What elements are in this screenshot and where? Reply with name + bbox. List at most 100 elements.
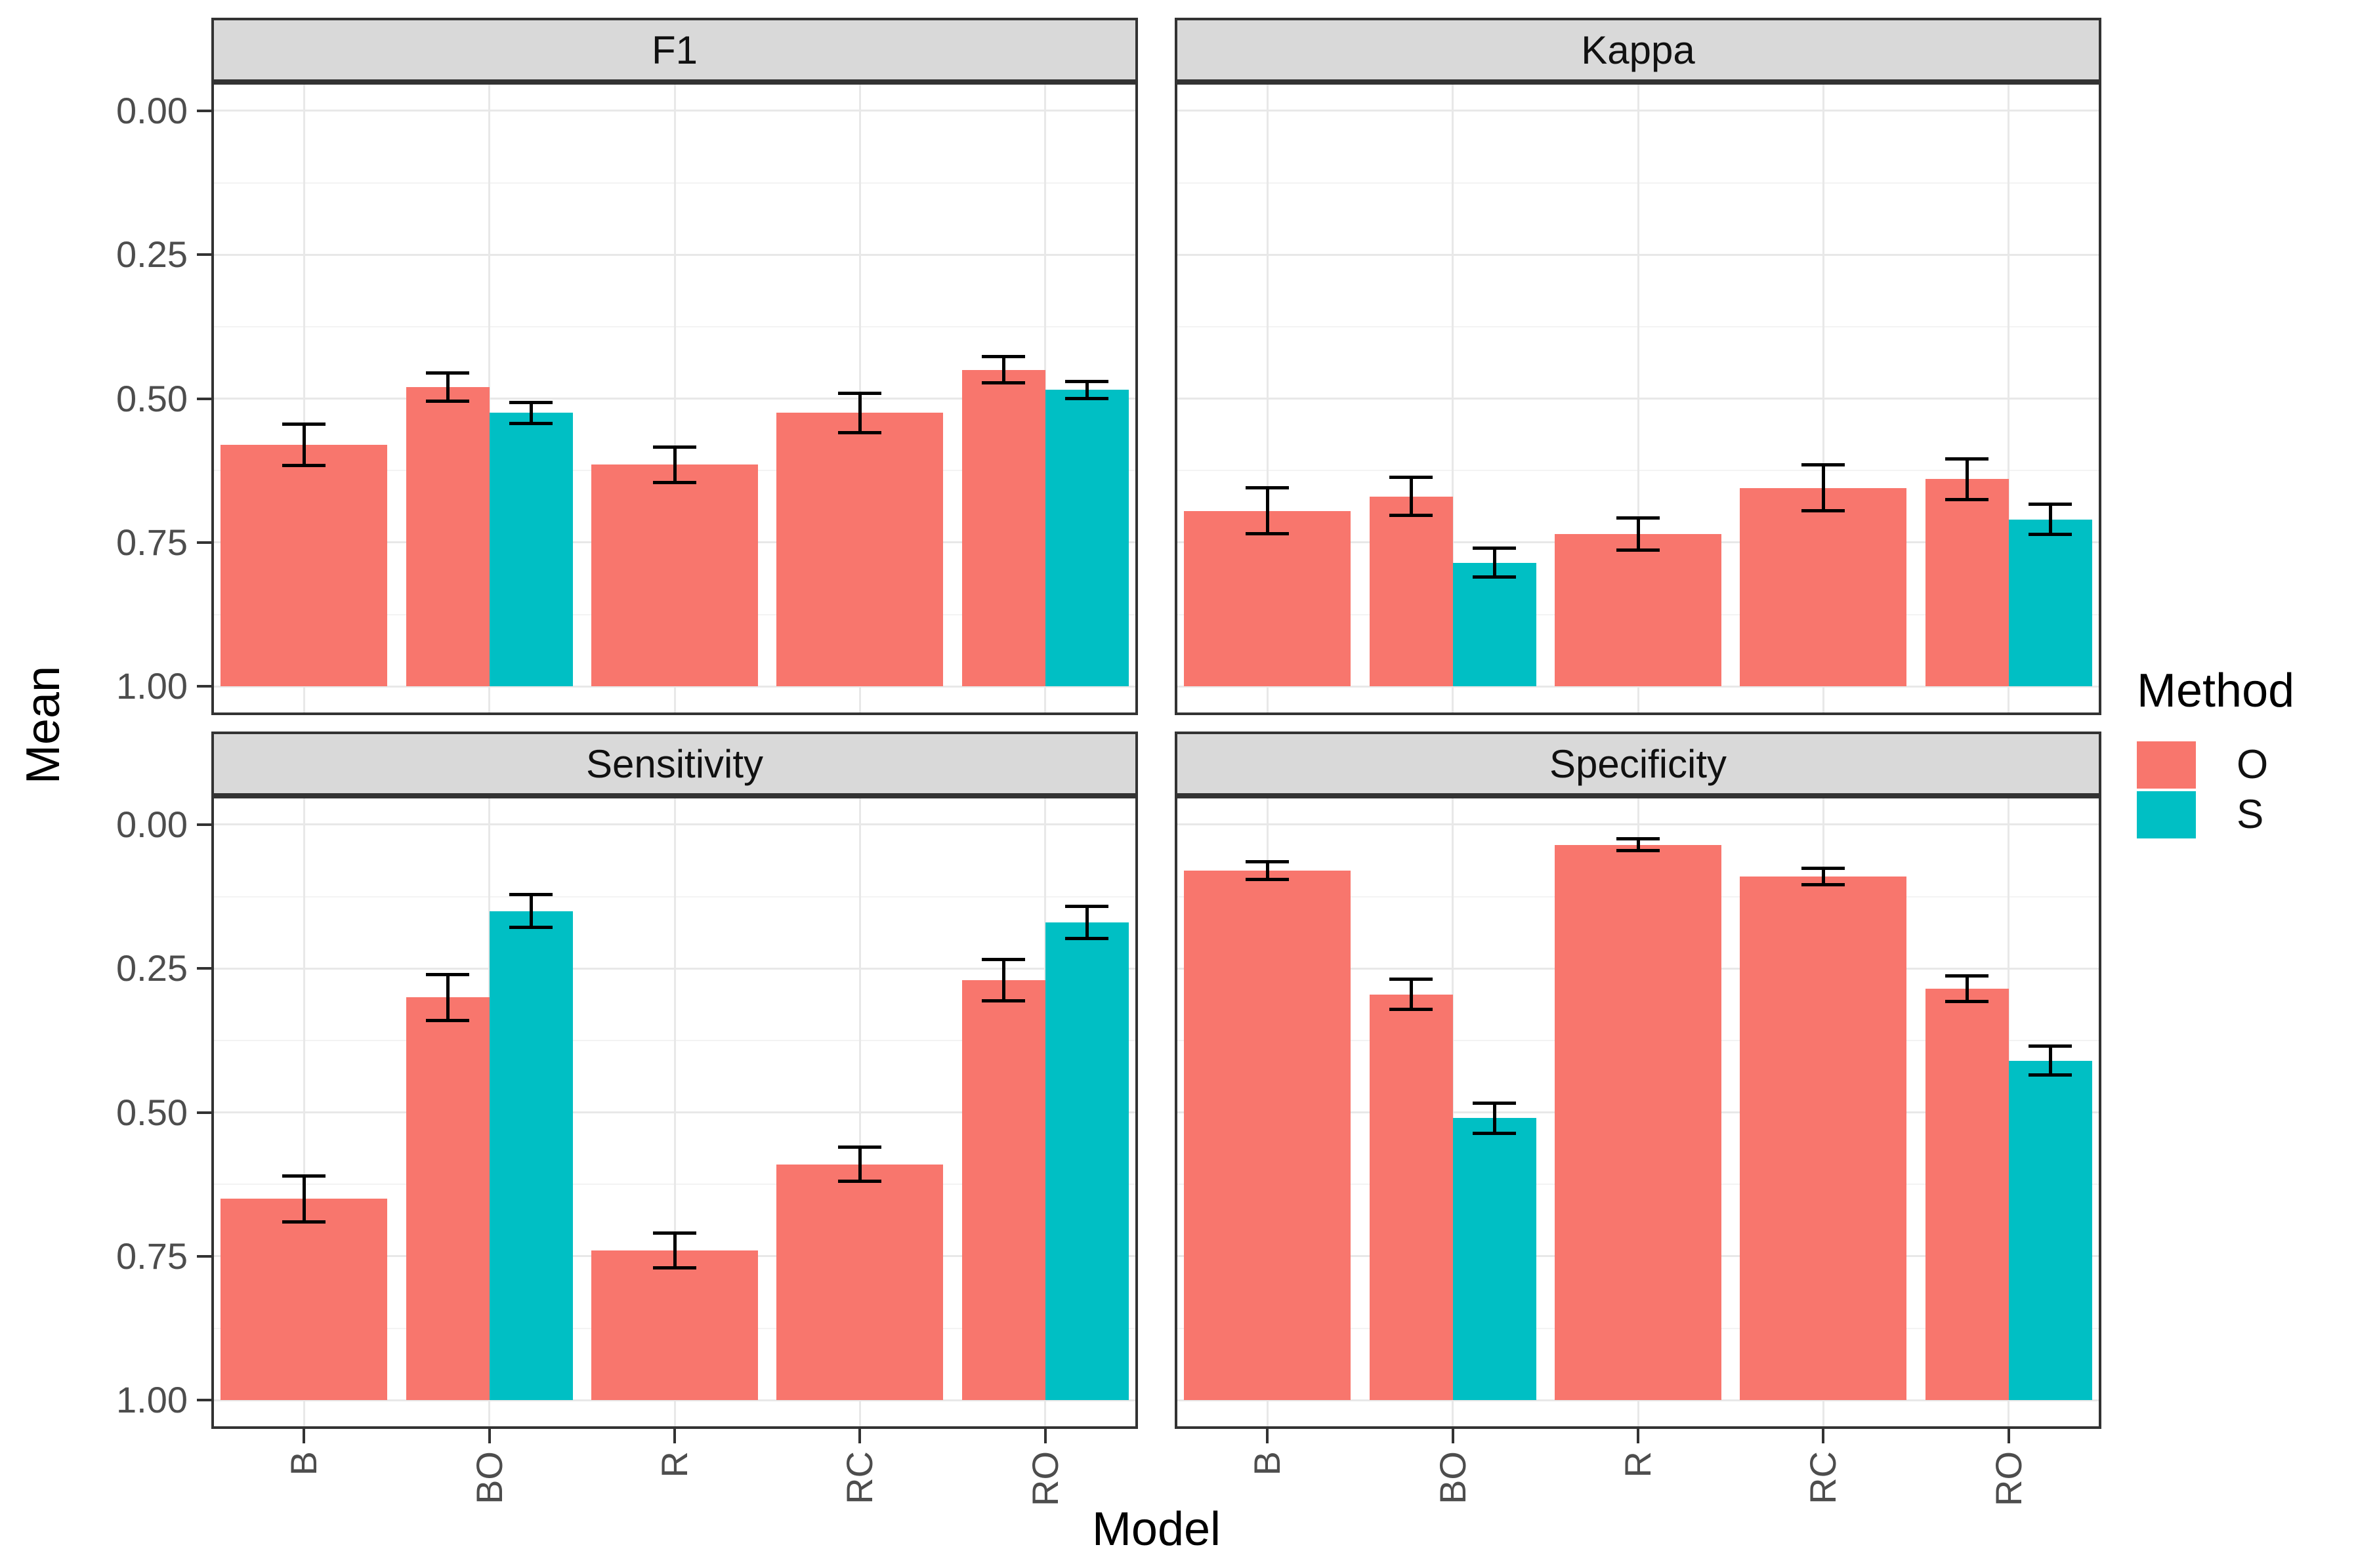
- error-bar-stem: [446, 373, 450, 402]
- x-tick-mark: [1451, 1429, 1454, 1443]
- y-tick-mark: [197, 1254, 211, 1258]
- x-tick-mark: [858, 1429, 862, 1443]
- x-tick-mark: [2007, 1429, 2010, 1443]
- bar-R-O: [591, 1250, 759, 1401]
- error-bar-cap-top: [1616, 837, 1660, 841]
- x-tick-label: B: [283, 1451, 325, 1476]
- y-tick-label: 0.00: [116, 89, 188, 131]
- error-bar-cap-bottom: [509, 421, 553, 425]
- y-tick-mark: [197, 1399, 211, 1402]
- x-tick-label: RC: [839, 1451, 881, 1504]
- y-tick-mark: [197, 253, 211, 257]
- x-tick-label: B: [1246, 1451, 1288, 1476]
- x-tick-mark: [1266, 1429, 1269, 1443]
- error-bar-stem: [1965, 459, 1969, 499]
- error-bar-cap-bottom: [1801, 509, 1845, 513]
- legend-label-o: O: [2237, 742, 2269, 787]
- error-bar-cap-bottom: [1246, 532, 1290, 536]
- x-tick-label: RC: [1802, 1451, 1844, 1504]
- error-bar-cap-top: [1246, 860, 1290, 864]
- facet-strip: Kappa: [1175, 18, 2101, 82]
- error-bar-stem: [858, 1147, 862, 1182]
- gridline-vertical: [1822, 82, 1824, 715]
- gridline-vertical: [488, 82, 491, 715]
- error-bar-stem: [1265, 861, 1269, 880]
- error-bar-stem: [1085, 381, 1089, 399]
- bar-B-O: [221, 1199, 388, 1401]
- error-bar-cap-bottom: [509, 925, 553, 929]
- error-bar-stem: [858, 393, 862, 433]
- error-bar-cap-top: [426, 972, 470, 976]
- error-bar-cap-bottom: [653, 1266, 696, 1269]
- gridline-vertical: [303, 796, 305, 1429]
- y-tick-mark: [197, 541, 211, 544]
- x-tick-mark: [1043, 1429, 1047, 1443]
- error-bar-cap-top: [1616, 516, 1660, 520]
- error-bar-cap-bottom: [282, 1220, 326, 1224]
- bar-BO-O: [1369, 994, 1453, 1401]
- error-bar-stem: [1821, 868, 1825, 885]
- error-bar-cap-top: [1389, 978, 1433, 981]
- error-bar-cap-top: [838, 1145, 882, 1149]
- error-bar-cap-bottom: [1473, 575, 1517, 579]
- bar-BO-S: [1452, 562, 1536, 687]
- error-bar-cap-top: [1945, 457, 1989, 461]
- error-bar-cap-bottom: [1473, 1131, 1517, 1135]
- y-tick-label: 0.75: [116, 1235, 188, 1277]
- error-bar-stem: [1965, 976, 1969, 1002]
- y-tick-mark: [197, 823, 211, 826]
- bar-BO-S: [489, 911, 573, 1401]
- error-bar-cap-top: [1473, 1102, 1517, 1105]
- x-tick-label: RO: [1987, 1451, 2029, 1506]
- x-tick-label: RO: [1024, 1451, 1066, 1506]
- bar-R-O: [591, 464, 759, 687]
- error-bar-cap-top: [1945, 974, 1989, 978]
- facet-strip-title: F1: [651, 28, 698, 72]
- error-bar-cap-top: [982, 355, 1026, 358]
- bar-B-O: [221, 444, 388, 687]
- error-bar-stem: [1636, 838, 1640, 851]
- x-tick-label: BO: [468, 1451, 510, 1504]
- bar-B-O: [1184, 871, 1351, 1401]
- x-tick-mark: [1822, 1429, 1825, 1443]
- error-bar-stem: [1492, 548, 1496, 577]
- error-bar-stem: [673, 447, 677, 483]
- bar-RO-S: [2008, 1060, 2092, 1401]
- gridline-vertical: [858, 796, 861, 1429]
- error-bar-stem: [1492, 1103, 1496, 1134]
- error-bar-cap-bottom: [1945, 497, 1989, 501]
- error-bar-stem: [446, 974, 450, 1021]
- error-bar-cap-top: [282, 1174, 326, 1178]
- error-bar-stem: [1636, 518, 1640, 550]
- error-bar-cap-top: [653, 1231, 696, 1235]
- error-bar-stem: [2048, 504, 2052, 535]
- y-tick-label: 0.75: [116, 521, 188, 563]
- error-bar-cap-top: [982, 957, 1026, 961]
- error-bar-cap-top: [1389, 476, 1433, 480]
- x-tick-mark: [303, 1429, 306, 1443]
- error-bar-cap-top: [1473, 547, 1517, 550]
- error-bar-stem: [1409, 979, 1413, 1010]
- facet-strip-title: Sensitivity: [585, 741, 764, 786]
- error-bar-cap-bottom: [1065, 397, 1109, 400]
- bar-RC-O: [776, 413, 944, 687]
- facet-strip: F1: [211, 18, 1138, 82]
- error-bar-stem: [1409, 477, 1413, 516]
- y-tick-label: 1.00: [116, 1379, 188, 1421]
- error-bar-cap-top: [1801, 867, 1845, 870]
- error-bar-cap-top: [1246, 486, 1290, 489]
- y-tick-label: 0.50: [116, 377, 188, 419]
- error-bar-cap-top: [838, 392, 882, 396]
- bar-RO-S: [2008, 519, 2092, 687]
- bar-BO-O: [406, 387, 490, 687]
- error-bar-cap-bottom: [2029, 1073, 2072, 1077]
- y-tick-mark: [197, 109, 211, 112]
- y-tick-mark: [197, 967, 211, 970]
- error-bar-stem: [302, 1176, 306, 1222]
- bar-BO-O: [1369, 496, 1453, 687]
- error-bar-cap-bottom: [1945, 999, 1989, 1003]
- y-tick-label: 1.00: [116, 665, 188, 707]
- error-bar-cap-bottom: [982, 381, 1026, 385]
- bar-BO-S: [1452, 1118, 1536, 1401]
- y-tick-label: 0.50: [116, 1091, 188, 1133]
